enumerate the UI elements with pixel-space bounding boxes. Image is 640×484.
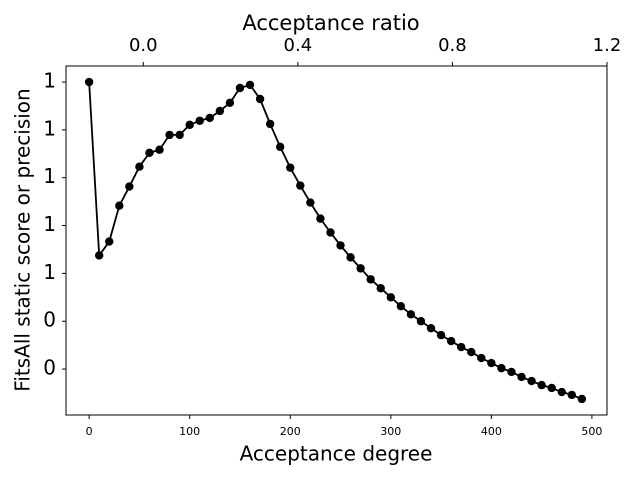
marker <box>477 353 486 363</box>
x-tick-label: 100 <box>179 425 200 438</box>
marker <box>145 148 154 158</box>
x-tick-label: 300 <box>380 425 401 438</box>
marker <box>235 83 245 93</box>
x2-tick-label: 0.4 <box>284 35 313 56</box>
marker <box>416 317 426 326</box>
marker <box>316 214 325 223</box>
marker <box>547 383 556 393</box>
marker <box>165 130 174 140</box>
x-axis-label: Acceptance degree <box>240 442 433 466</box>
marker <box>366 275 375 284</box>
marker <box>175 130 184 140</box>
marker <box>105 237 114 246</box>
y-tick-label: 1 <box>43 116 56 140</box>
marker <box>487 358 496 368</box>
marker <box>456 342 466 352</box>
y-tick-label: 1 <box>43 260 56 284</box>
marker <box>517 372 526 382</box>
marker <box>507 367 516 377</box>
marker <box>125 182 134 191</box>
marker <box>155 145 164 154</box>
x-tick-label: 400 <box>481 425 502 438</box>
marker <box>84 77 94 87</box>
marker <box>275 142 285 152</box>
marker <box>567 390 577 400</box>
marker <box>135 162 144 171</box>
marker <box>255 94 265 104</box>
marker <box>426 323 436 333</box>
marker <box>286 163 295 172</box>
x2-tick-label: 0.8 <box>438 35 467 56</box>
marker <box>195 116 204 125</box>
marker <box>306 198 315 207</box>
marker <box>557 387 566 397</box>
marker <box>326 228 335 237</box>
marker <box>296 181 305 190</box>
x-tick-label: 0 <box>86 425 93 438</box>
y-tick-label: 1 <box>43 164 56 188</box>
marker <box>245 80 255 90</box>
marker <box>336 241 345 250</box>
marker <box>436 330 446 340</box>
y-tick-label: 0 <box>43 308 56 332</box>
marker <box>446 336 456 346</box>
marker <box>346 253 355 262</box>
y-tick-label: 1 <box>43 212 56 236</box>
x-tick-label: 500 <box>581 425 602 438</box>
x2-tick-label: 1.2 <box>593 35 622 56</box>
y-tick-label: 1 <box>43 69 56 93</box>
y-axis-label: FitsAll static score or precision <box>11 88 35 391</box>
marker <box>396 301 406 311</box>
y-tick-label: 0 <box>43 356 56 380</box>
marker <box>356 264 365 273</box>
marker <box>497 363 506 373</box>
marker <box>265 119 275 129</box>
marker <box>386 293 396 302</box>
x2-tick-label: 0.0 <box>129 35 158 56</box>
marker <box>185 120 194 130</box>
line <box>88 81 583 400</box>
marker <box>225 98 235 108</box>
marker <box>577 394 587 404</box>
x-tick-label: 200 <box>280 425 301 438</box>
marker <box>406 310 416 319</box>
marker <box>215 106 225 116</box>
marker <box>467 347 476 357</box>
marker <box>94 251 104 260</box>
x2-axis-label: Acceptance ratio <box>242 11 419 35</box>
marker <box>376 284 385 293</box>
marker <box>527 376 536 386</box>
marker <box>205 113 214 123</box>
plot-frame <box>65 65 608 416</box>
marker <box>537 380 546 390</box>
marker <box>115 201 124 210</box>
